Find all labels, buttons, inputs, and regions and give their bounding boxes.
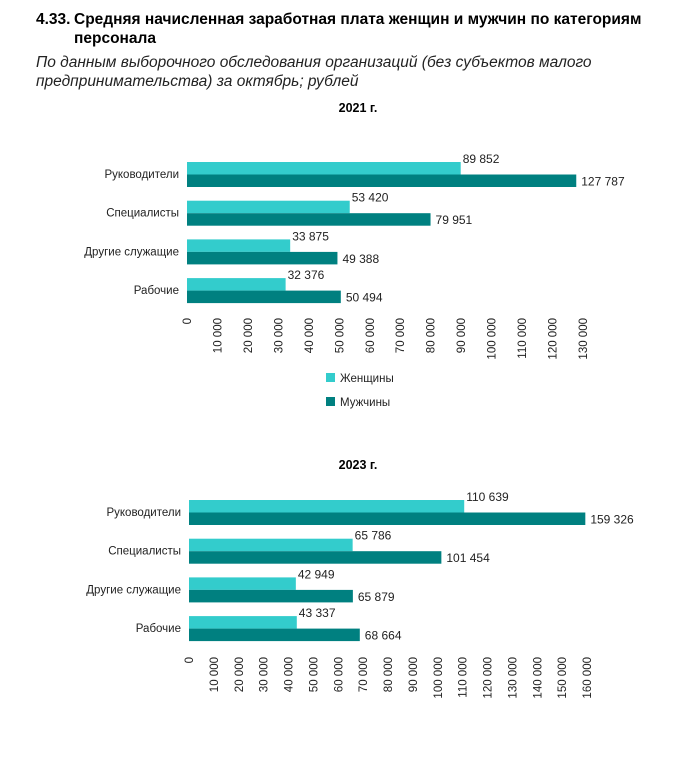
tick-label: 60 000 bbox=[333, 657, 345, 692]
chart-title: 2021 г. bbox=[339, 101, 378, 115]
bar-men bbox=[187, 251, 338, 265]
figure-subtitle: По данным выборочного обследования орган… bbox=[36, 54, 592, 90]
bar-women bbox=[189, 577, 296, 590]
tick-label: 30 000 bbox=[273, 318, 285, 353]
data-label: 79 951 bbox=[436, 213, 473, 227]
tick-label: 110 000 bbox=[517, 318, 529, 359]
category-label: Специалисты bbox=[108, 546, 181, 558]
bar-men bbox=[187, 290, 341, 304]
tick-label: 80 000 bbox=[426, 318, 438, 353]
data-label: 68 664 bbox=[365, 629, 402, 643]
figure-number: 4.33. bbox=[36, 11, 71, 28]
tick-label: 120 000 bbox=[483, 657, 495, 699]
tick-label: 130 000 bbox=[578, 318, 590, 360]
legend-label: Мужчины bbox=[340, 397, 390, 409]
legend-label: Женщины bbox=[340, 373, 394, 385]
tick-label: 10 000 bbox=[212, 318, 224, 353]
data-label: 65 786 bbox=[355, 529, 392, 543]
tick-label: 60 000 bbox=[365, 318, 377, 353]
category-label: Руководители bbox=[106, 507, 181, 519]
tick-label: 20 000 bbox=[243, 318, 255, 353]
tick-label: 40 000 bbox=[304, 318, 316, 353]
data-label: 159 326 bbox=[590, 513, 634, 527]
data-label: 49 388 bbox=[342, 252, 379, 266]
data-label: 127 787 bbox=[581, 175, 625, 189]
data-label: 110 639 bbox=[466, 490, 509, 504]
tick-label: 140 000 bbox=[532, 657, 544, 699]
data-label: 101 454 bbox=[446, 551, 490, 565]
tick-label: 100 000 bbox=[487, 318, 499, 360]
bar-women bbox=[187, 278, 286, 291]
data-label: 32 376 bbox=[288, 268, 325, 282]
tick-label: 40 000 bbox=[284, 657, 296, 692]
category-label: Специалисты bbox=[106, 208, 179, 220]
bar-men bbox=[187, 174, 577, 187]
tick-label: 110 000 bbox=[458, 657, 470, 698]
tick-label: 20 000 bbox=[234, 657, 246, 692]
title-line-1: Средняя начисленная заработная плата жен… bbox=[74, 11, 642, 28]
bar-women bbox=[189, 616, 297, 629]
tick-label: 0 bbox=[182, 318, 194, 324]
legend-swatch-women bbox=[326, 373, 335, 382]
data-label: 50 494 bbox=[346, 291, 383, 305]
data-label: 43 337 bbox=[299, 606, 336, 620]
figure-title: 4.33. Средняя начисленная заработная плат… bbox=[36, 10, 686, 48]
tick-label: 150 000 bbox=[557, 657, 569, 699]
tick-label: 50 000 bbox=[308, 657, 320, 692]
bar-women bbox=[189, 500, 465, 513]
data-label: 89 852 bbox=[463, 152, 500, 166]
tick-label: 50 000 bbox=[334, 318, 346, 353]
data-label: 65 879 bbox=[358, 590, 395, 604]
category-label: Рабочие bbox=[136, 623, 181, 635]
title-line-2: персонала bbox=[74, 30, 156, 47]
tick-label: 70 000 bbox=[358, 657, 370, 692]
tick-label: 100 000 bbox=[433, 657, 445, 699]
tick-label: 30 000 bbox=[259, 657, 271, 692]
bar-women bbox=[189, 538, 353, 552]
tick-label: 90 000 bbox=[408, 657, 420, 692]
tick-label: 90 000 bbox=[456, 318, 468, 353]
bar-women bbox=[187, 162, 461, 175]
bar-women bbox=[187, 239, 291, 252]
tick-label: 160 000 bbox=[582, 657, 594, 699]
tick-label: 80 000 bbox=[383, 657, 395, 692]
bar-men bbox=[189, 551, 442, 564]
category-label: Другие служащие bbox=[84, 246, 179, 258]
tick-label: 120 000 bbox=[548, 318, 560, 360]
tick-label: 70 000 bbox=[395, 318, 407, 353]
category-label: Другие служащие bbox=[86, 584, 181, 596]
bar-women bbox=[187, 200, 350, 214]
bar-men bbox=[189, 628, 360, 642]
tick-label: 130 000 bbox=[507, 657, 519, 699]
bar-men bbox=[189, 512, 586, 525]
bar-men bbox=[187, 213, 431, 226]
tick-label: 0 bbox=[184, 657, 196, 663]
data-label: 33 875 bbox=[292, 229, 329, 243]
bar-men bbox=[189, 589, 353, 603]
data-label: 53 420 bbox=[352, 191, 389, 205]
category-label: Рабочие bbox=[134, 285, 179, 297]
category-label: Руководители bbox=[104, 169, 179, 181]
tick-label: 10 000 bbox=[209, 657, 221, 692]
chart-title: 2023 г. bbox=[339, 458, 378, 472]
data-label: 42 949 bbox=[298, 567, 335, 581]
legend-swatch-men bbox=[326, 397, 335, 406]
